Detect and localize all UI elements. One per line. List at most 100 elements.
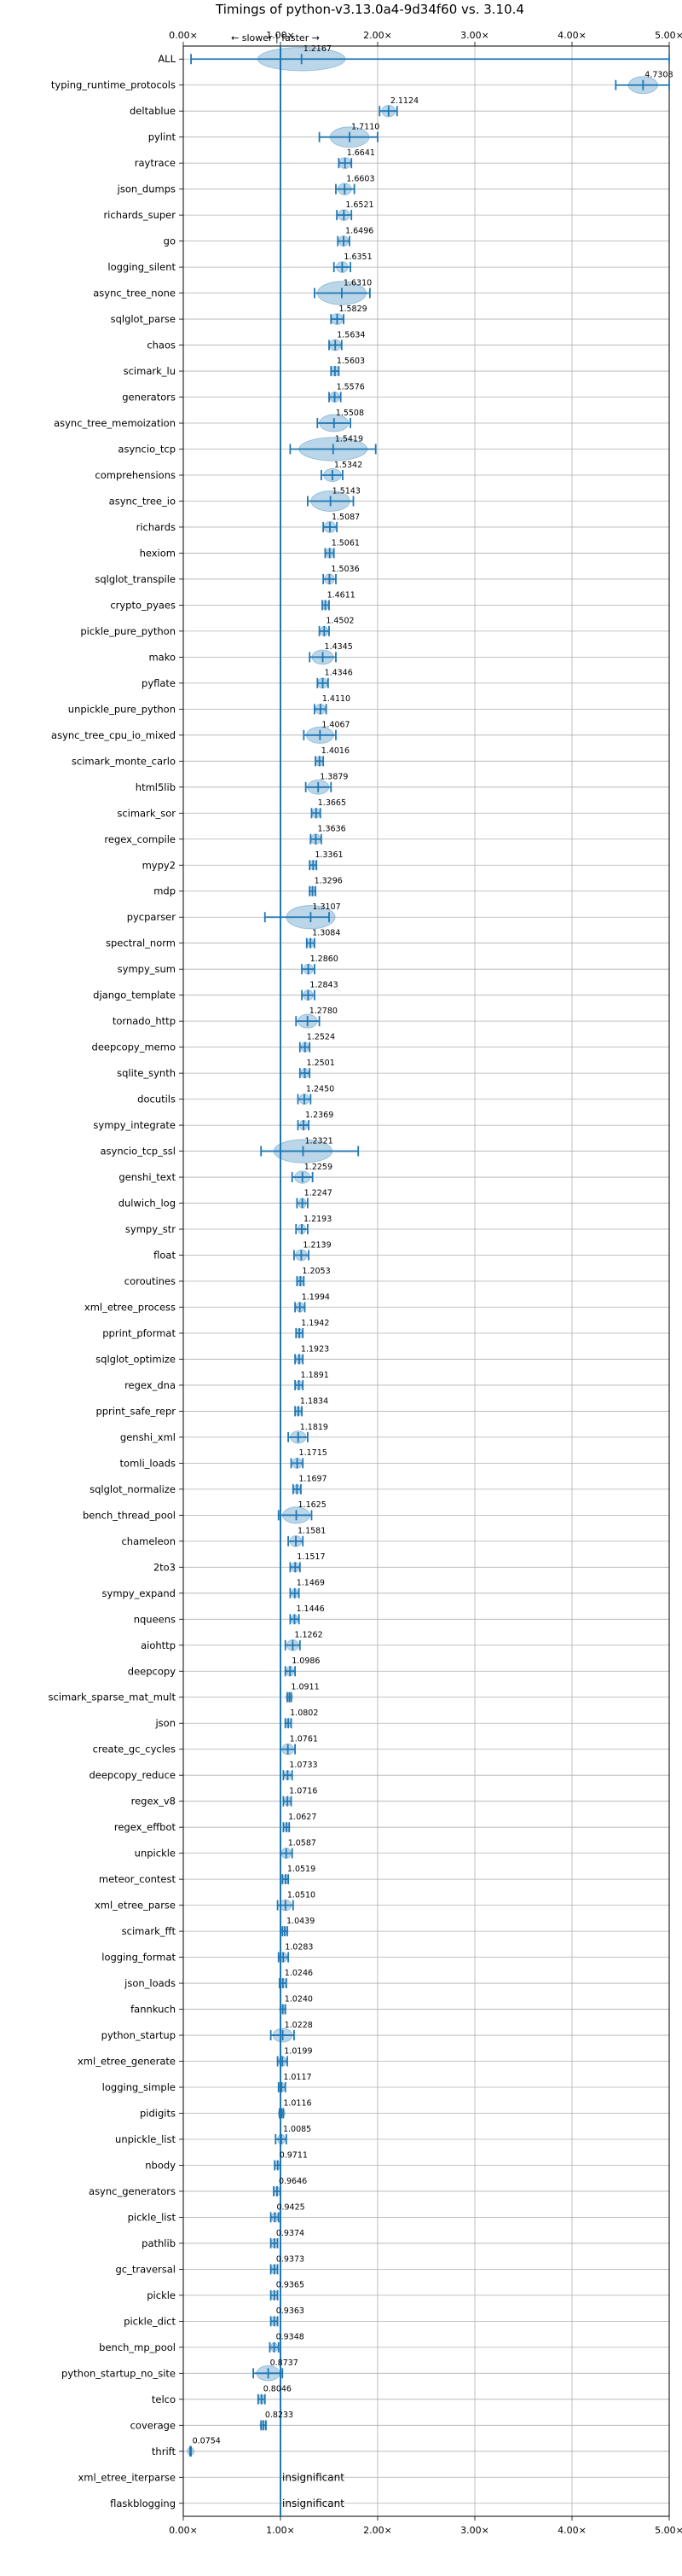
benchmark-label: python_startup xyxy=(101,2029,176,2041)
value-label: 1.5829 xyxy=(338,305,367,314)
benchmark-label: unpickle_list xyxy=(115,2133,176,2145)
benchmark-label: generators xyxy=(122,392,176,403)
direction-annotation: ← slower | faster → xyxy=(231,32,320,44)
insignificant-label: insignificant xyxy=(282,2498,344,2509)
benchmark-label: hexiom xyxy=(140,547,176,559)
benchmark-label: django_template xyxy=(93,989,176,1001)
value-label: 1.2193 xyxy=(303,1215,332,1224)
value-label: 1.3665 xyxy=(318,798,346,808)
benchmark-label: sympy_integrate xyxy=(93,1119,176,1131)
value-label: 1.0716 xyxy=(289,1787,317,1796)
value-label: 1.6310 xyxy=(344,278,372,287)
benchmark-label: coroutines xyxy=(124,1275,176,1287)
benchmark-label: xml_etree_parse xyxy=(95,1900,176,1912)
benchmark-label: telco xyxy=(152,2393,176,2405)
benchmark-label: sympy_sum xyxy=(118,963,176,975)
benchmark-label: xml_etree_process xyxy=(84,1301,176,1313)
labels-layer: 0.00× 0.00× 1.00× 1.00× 2.00× 2.00× 3.00× 3.00×… xyxy=(49,30,682,2536)
value-label: 1.5634 xyxy=(337,330,365,339)
value-label: 1.4611 xyxy=(327,590,355,600)
value-label: 1.6521 xyxy=(345,200,373,210)
benchmark-label: chaos xyxy=(147,339,176,351)
benchmark-label: comprehensions xyxy=(95,469,176,481)
value-label: 0.9348 xyxy=(276,2333,304,2342)
value-label: 1.1581 xyxy=(298,1527,326,1536)
value-label: 1.0986 xyxy=(292,1656,320,1666)
benchmark-label: asyncio_tcp_ssl xyxy=(101,1146,176,1157)
benchmark-label: pickle_dict xyxy=(124,2315,176,2327)
value-label: 0.8233 xyxy=(265,2411,293,2420)
value-label: 1.3879 xyxy=(320,773,348,782)
benchmark-label: json xyxy=(154,1717,176,1729)
value-label: 1.6351 xyxy=(344,252,372,262)
value-label: 1.0587 xyxy=(288,1839,316,1848)
benchmark-label: docutils xyxy=(137,1094,176,1105)
benchmark-label: nbody xyxy=(145,2159,176,2171)
value-label: 1.2167 xyxy=(303,44,332,54)
benchmark-label: create_gc_cycles xyxy=(93,1743,176,1755)
benchmark-label: sympy_str xyxy=(125,1223,176,1235)
value-label: 1.0439 xyxy=(286,1917,315,1926)
value-label: 1.0761 xyxy=(290,1735,318,1744)
benchmark-label: bench_mp_pool xyxy=(99,2341,176,2353)
benchmark-label: crypto_pyaes xyxy=(110,599,176,611)
benchmark-label: logging_format xyxy=(101,1952,176,1964)
value-label: 4.7308 xyxy=(644,71,673,80)
x-tick-label-top: 0.00× xyxy=(169,30,198,41)
value-label: 1.6641 xyxy=(347,148,375,158)
x-tick-label-bottom: 0.00× xyxy=(169,2525,198,2536)
benchmark-label: chameleon xyxy=(121,1535,176,1547)
value-label: 1.5508 xyxy=(336,409,364,418)
value-label: 1.2860 xyxy=(310,954,338,964)
value-label: 1.5419 xyxy=(335,434,363,444)
value-label: 1.1923 xyxy=(301,1344,329,1354)
value-label: 1.3084 xyxy=(312,929,340,938)
benchmark-label: aiohttp xyxy=(141,1639,176,1651)
value-label: 1.2450 xyxy=(306,1084,334,1094)
value-label: 1.6496 xyxy=(345,226,373,235)
benchmark-label: logging_silent xyxy=(107,261,176,273)
value-label: 1.5087 xyxy=(332,513,360,522)
x-tick-label-bottom: 3.00× xyxy=(460,2525,489,2536)
value-label: 1.1517 xyxy=(297,1552,325,1562)
value-label: 1.5061 xyxy=(332,538,360,548)
value-label: 1.0085 xyxy=(283,2125,311,2134)
value-label: 0.8737 xyxy=(270,2358,298,2368)
value-label: 1.4067 xyxy=(321,721,350,730)
value-label: 1.4345 xyxy=(325,642,353,652)
value-label: 1.4502 xyxy=(326,617,354,626)
marks-layer xyxy=(187,46,670,2516)
benchmark-label: pickle_list xyxy=(128,2211,176,2223)
benchmark-label: raytrace xyxy=(135,157,176,169)
benchmark-label: richards_super xyxy=(103,209,176,221)
benchmark-label: python_startup_no_site xyxy=(61,2367,176,2379)
value-label: 1.2247 xyxy=(304,1188,332,1198)
benchmark-label: pidigits xyxy=(140,2107,176,2119)
value-label: 1.0733 xyxy=(289,1761,317,1770)
chart-title: Timings of python-v3.13.0a4-9d34f60 vs. … xyxy=(215,2,524,17)
x-tick-label-bottom: 5.00× xyxy=(655,2525,682,2536)
value-label: 1.4110 xyxy=(322,694,350,704)
value-label: 1.2501 xyxy=(307,1059,335,1068)
value-label: 1.0228 xyxy=(285,2021,313,2030)
benchmark-label: scimark_sor xyxy=(117,807,176,819)
benchmark-label: regex_dna xyxy=(124,1379,176,1391)
benchmark-label: deltablue xyxy=(130,105,176,117)
value-label: 1.3361 xyxy=(315,850,343,860)
value-label: 1.2524 xyxy=(307,1032,335,1041)
value-label: 1.2780 xyxy=(309,1007,338,1016)
benchmark-label: nqueens xyxy=(134,1613,176,1625)
value-label: 1.2843 xyxy=(309,981,338,990)
value-label: 1.0117 xyxy=(283,2073,311,2082)
value-label: 1.0116 xyxy=(283,2098,311,2108)
value-label: 0.9373 xyxy=(276,2254,304,2264)
value-label: 1.4346 xyxy=(325,669,353,678)
plot-frame xyxy=(182,45,670,2517)
benchmark-label: gc_traversal xyxy=(116,2263,176,2275)
benchmark-label: meteor_contest xyxy=(99,1873,176,1885)
benchmark-label: async_generators xyxy=(89,2185,176,2197)
benchmark-label: pprint_pformat xyxy=(102,1327,176,1339)
benchmark-label: mdp xyxy=(153,885,176,897)
value-label: 1.5576 xyxy=(337,382,365,392)
value-label: 1.1446 xyxy=(296,1604,324,1614)
